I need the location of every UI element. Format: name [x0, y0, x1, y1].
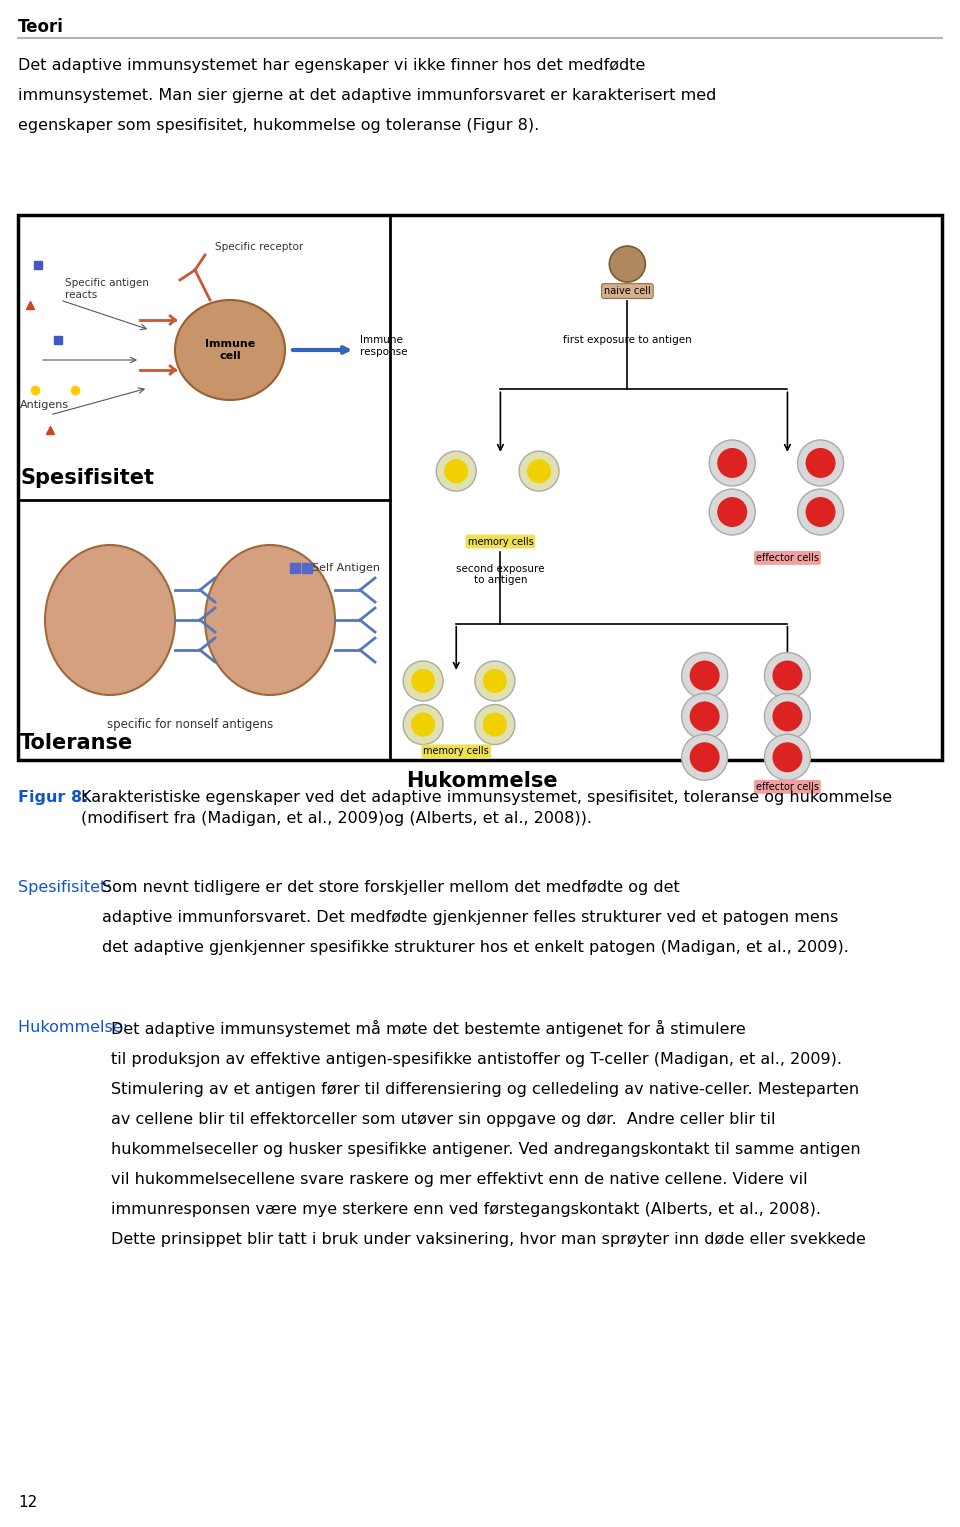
Text: specific for nonself antigens: specific for nonself antigens	[107, 718, 274, 731]
Text: effector cells: effector cells	[756, 782, 819, 793]
Bar	[18, 215, 942, 760]
Circle shape	[682, 652, 728, 698]
Circle shape	[682, 693, 728, 739]
Text: Teori: Teori	[18, 18, 64, 37]
Circle shape	[717, 447, 747, 478]
Circle shape	[764, 693, 810, 739]
Circle shape	[709, 440, 756, 486]
Circle shape	[483, 713, 507, 736]
Circle shape	[689, 742, 720, 773]
Circle shape	[689, 661, 720, 690]
Circle shape	[709, 489, 756, 534]
Text: 12: 12	[18, 1495, 37, 1510]
Circle shape	[773, 661, 803, 690]
Circle shape	[764, 652, 810, 698]
Circle shape	[475, 704, 515, 745]
Text: effector cells: effector cells	[756, 553, 819, 563]
Text: Spesifisitet:: Spesifisitet:	[18, 880, 117, 895]
Text: Som nevnt tidligere er det store forskjeller mellom det medfødte og det

adaptiv: Som nevnt tidligere er det store forskje…	[102, 880, 849, 954]
Circle shape	[798, 489, 844, 534]
Text: Hukommelse:: Hukommelse:	[18, 1020, 133, 1035]
Circle shape	[798, 440, 844, 486]
Circle shape	[444, 460, 468, 483]
Circle shape	[411, 669, 435, 693]
Text: Toleranse: Toleranse	[20, 733, 133, 753]
Circle shape	[519, 450, 559, 492]
Text: Specific receptor: Specific receptor	[215, 241, 303, 252]
Circle shape	[610, 246, 645, 282]
Ellipse shape	[205, 545, 335, 695]
Ellipse shape	[175, 299, 285, 400]
Circle shape	[483, 669, 507, 693]
Text: Figur 8:: Figur 8:	[18, 789, 94, 805]
Text: Immune
cell: Immune cell	[204, 339, 255, 360]
Circle shape	[805, 447, 835, 478]
Circle shape	[682, 734, 728, 780]
Text: memory cells: memory cells	[468, 536, 533, 547]
Ellipse shape	[45, 545, 175, 695]
Circle shape	[689, 701, 720, 731]
Circle shape	[403, 661, 444, 701]
Text: memory cells: memory cells	[423, 747, 489, 756]
Text: Det adaptive immunsystemet må møte det bestemte antigenet for å stimulere

til p: Det adaptive immunsystemet må møte det b…	[111, 1020, 866, 1248]
Text: first exposure to antigen: first exposure to antigen	[563, 334, 692, 345]
Circle shape	[403, 704, 444, 745]
Circle shape	[773, 701, 803, 731]
Circle shape	[764, 734, 810, 780]
Circle shape	[527, 460, 551, 483]
Circle shape	[411, 713, 435, 736]
Text: Spesifisitet: Spesifisitet	[20, 467, 154, 489]
Text: Immune
response: Immune response	[360, 334, 407, 357]
Text: second exposure
to antigen: second exposure to antigen	[456, 563, 544, 585]
Circle shape	[475, 661, 515, 701]
Text: Hukommelse: Hukommelse	[407, 771, 558, 791]
Text: Karakteristiske egenskaper ved det adaptive immunsystemet, spesifisitet, toleran: Karakteristiske egenskaper ved det adapt…	[81, 789, 892, 826]
Circle shape	[805, 496, 835, 527]
Text: naive cell: naive cell	[604, 286, 651, 296]
Text: Self Antigen: Self Antigen	[312, 563, 380, 573]
Text: Specific antigen
reacts: Specific antigen reacts	[65, 278, 149, 299]
Circle shape	[436, 450, 476, 492]
Circle shape	[717, 496, 747, 527]
Text: Antigens: Antigens	[20, 400, 69, 411]
Circle shape	[773, 742, 803, 773]
Text: Det adaptive immunsystemet har egenskaper vi ikke finner hos det medfødte

immun: Det adaptive immunsystemet har egenskape…	[18, 58, 716, 133]
